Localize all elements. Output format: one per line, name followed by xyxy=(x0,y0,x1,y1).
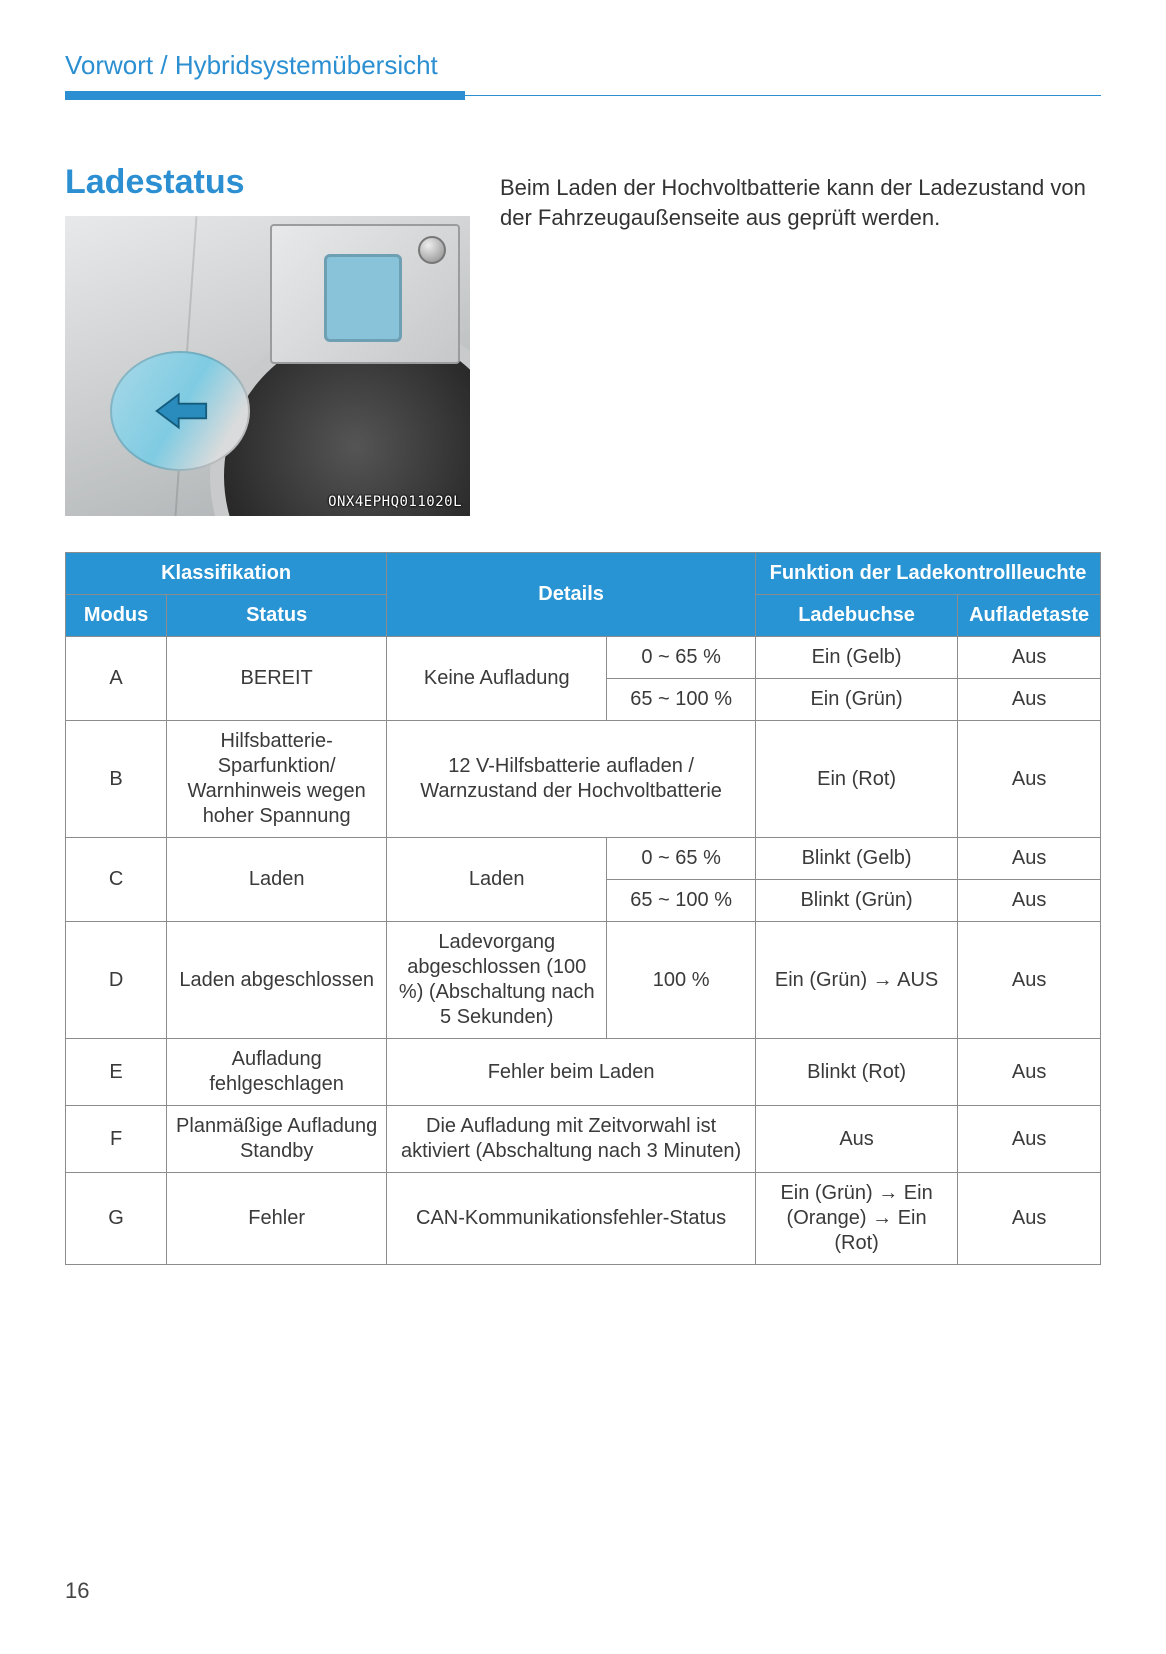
breadcrumb: Vorwort / Hybridsystemübersicht xyxy=(65,50,1101,81)
cell-detail: Fehler beim Laden xyxy=(387,1039,756,1106)
cell-modus: G xyxy=(66,1173,167,1265)
arrow-left-icon xyxy=(153,391,208,431)
cell-status: Aufladung fehlgeschlagen xyxy=(167,1039,387,1106)
th-ladebuchse: Ladebuchse xyxy=(755,595,957,637)
cell-status: Planmäßige Aufladung Standby xyxy=(167,1106,387,1173)
intro-paragraph: Beim Laden der Hochvoltbatterie kann der… xyxy=(500,173,1101,232)
cell-ladebuchse: Aus xyxy=(755,1106,957,1173)
cell-aufladetaste: Aus xyxy=(958,679,1101,721)
cell-detail: Ladevorgang abgeschlossen (100 %) (Absch… xyxy=(387,922,607,1039)
cell-range: 100 % xyxy=(607,922,756,1039)
cell-ladebuchse: Blinkt (Rot) xyxy=(755,1039,957,1106)
table-row: E Aufladung fehlgeschlagen Fehler beim L… xyxy=(66,1039,1101,1106)
cell-aufladetaste: Aus xyxy=(958,922,1101,1039)
cell-status: Laden xyxy=(167,838,387,922)
cell-ladebuchse: Ein (Grün) → Ein (Orange) → Ein (Rot) xyxy=(755,1173,957,1265)
cell-detail: 12 V-Hilfsbatterie aufladen / Warnzustan… xyxy=(387,721,756,838)
cell-aufladetaste: Aus xyxy=(958,721,1101,838)
figure-inset xyxy=(270,224,460,364)
th-modus: Modus xyxy=(66,595,167,637)
cell-modus: F xyxy=(66,1106,167,1173)
table-row: B Hilfsbatterie-Sparfunktion/ Warnhinwei… xyxy=(66,721,1101,838)
cell-aufladetaste: Aus xyxy=(958,838,1101,880)
cell-detail: Laden xyxy=(387,838,607,922)
table-row: F Planmäßige Aufladung Standby Die Aufla… xyxy=(66,1106,1101,1173)
cell-modus: B xyxy=(66,721,167,838)
cell-detail: Die Aufladung mit Zeitvorwahl ist aktivi… xyxy=(387,1106,756,1173)
cell-ladebuchse: Blinkt (Gelb) xyxy=(755,838,957,880)
th-details: Details xyxy=(387,553,756,637)
cell-range: 0 ~ 65 % xyxy=(607,637,756,679)
vehicle-charge-port-figure: ONX4EPHQ011020L xyxy=(65,216,470,516)
cell-ladebuchse: Blinkt (Grün) xyxy=(755,880,957,922)
table-row: G Fehler CAN-Kommunikationsfehler-Status… xyxy=(66,1173,1101,1265)
table-row: A BEREIT Keine Aufladung 0 ~ 65 % Ein (G… xyxy=(66,637,1101,679)
cell-aufladetaste: Aus xyxy=(958,637,1101,679)
cell-ladebuchse: Ein (Grün) xyxy=(755,679,957,721)
th-status: Status xyxy=(167,595,387,637)
header-rule xyxy=(65,91,1101,103)
cell-modus: D xyxy=(66,922,167,1039)
cell-status: Laden abgeschlossen xyxy=(167,922,387,1039)
cell-aufladetaste: Aus xyxy=(958,880,1101,922)
cell-ladebuchse: Ein (Rot) xyxy=(755,721,957,838)
th-aufladetaste: Auflade­taste xyxy=(958,595,1101,637)
figure-caption: ONX4EPHQ011020L xyxy=(328,494,462,510)
charge-status-table: Klassifikation Details Funktion der Lade… xyxy=(65,552,1101,1265)
cell-status: BEREIT xyxy=(167,637,387,721)
cell-ladebuchse: Ein (Grün) → AUS xyxy=(755,922,957,1039)
cell-aufladetaste: Aus xyxy=(958,1106,1101,1173)
cell-detail: CAN-Kommunikationsfehler-Status xyxy=(387,1173,756,1265)
cell-range: 0 ~ 65 % xyxy=(607,838,756,880)
cell-status: Fehler xyxy=(167,1173,387,1265)
cell-modus: C xyxy=(66,838,167,922)
cell-range: 65 ~ 100 % xyxy=(607,679,756,721)
th-klassifikation: Klassifikation xyxy=(66,553,387,595)
cell-ladebuchse: Ein (Gelb) xyxy=(755,637,957,679)
section-title: Ladestatus xyxy=(65,163,470,202)
cell-aufladetaste: Aus xyxy=(958,1173,1101,1265)
table-row: D Laden abgeschlossen Ladevorgang abgesc… xyxy=(66,922,1101,1039)
th-funktion: Funktion der Ladekontrollleuchte xyxy=(755,553,1100,595)
page-number: 16 xyxy=(65,1578,89,1604)
cell-range: 65 ~ 100 % xyxy=(607,880,756,922)
table-row: C Laden Laden 0 ~ 65 % Blinkt (Gelb) Aus xyxy=(66,838,1101,880)
cell-detail: Keine Aufladung xyxy=(387,637,607,721)
cell-modus: A xyxy=(66,637,167,721)
cell-modus: E xyxy=(66,1039,167,1106)
cell-aufladetaste: Aus xyxy=(958,1039,1101,1106)
cell-status: Hilfsbatterie-Sparfunktion/ Warnhinweis … xyxy=(167,721,387,838)
